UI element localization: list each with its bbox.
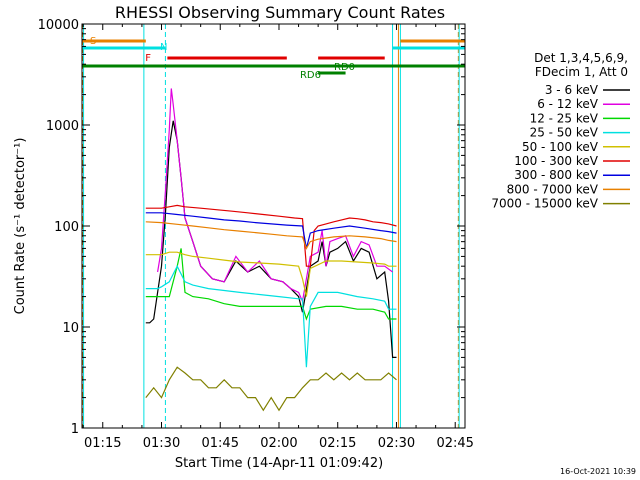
legend-label-6: 300 - 800 keV xyxy=(514,168,598,182)
series-line-8 xyxy=(145,366,397,412)
flag-label-rd6: RD6 xyxy=(300,70,321,81)
series-line-2 xyxy=(145,248,397,321)
series-line-5 xyxy=(145,204,397,267)
y-tick-label-0: 1 xyxy=(71,422,79,437)
legend-label-2: 12 - 25 keV xyxy=(530,111,599,125)
plot-frame xyxy=(81,23,466,429)
legend-label-7: 800 - 7000 keV xyxy=(507,182,599,196)
flag-label-f: F xyxy=(145,53,151,64)
y-axis-label: Count Rate (s⁻¹ detector⁻¹) xyxy=(13,138,28,315)
series-line-6 xyxy=(145,212,397,249)
x-tick-label-1: 01:30 xyxy=(143,436,180,451)
x-tick-label-4: 02:15 xyxy=(319,436,356,451)
series-line-4 xyxy=(145,251,397,297)
y-tick-label-2: 100 xyxy=(54,220,79,235)
x-tick-label-6: 02:45 xyxy=(436,436,473,451)
x-tick-label-5: 02:30 xyxy=(378,436,415,451)
y-tick-label-3: 1000 xyxy=(46,119,79,134)
flag-label-n: N xyxy=(160,42,167,53)
flag-label-s: S xyxy=(90,36,96,47)
legend-label-8: 7000 - 15000 keV xyxy=(491,197,598,211)
chart-title: RHESSI Observing Summary Count Rates xyxy=(115,3,445,22)
plot-area: SNFRD0RD6 xyxy=(82,24,465,428)
series-line-3 xyxy=(145,264,397,368)
legend-header-1: FDecim 1, Att 0 xyxy=(535,65,628,79)
x-tick-label-0: 01:15 xyxy=(84,436,121,451)
legend-label-5: 100 - 300 keV xyxy=(514,154,598,168)
series-line-7 xyxy=(145,221,397,250)
legend: Det 1,3,4,5,6,9,FDecim 1, Att 0 3 - 6 keV… xyxy=(491,51,630,211)
series-line-1 xyxy=(157,88,393,304)
x-tick-label-2: 01:45 xyxy=(202,436,239,451)
x-axis: 01:15 01:30 01:45 02:00 02:15 02:30 02:45 xyxy=(82,24,474,451)
y-tick-label-1: 10 xyxy=(62,321,79,336)
y-tick-label-4: 10000 xyxy=(38,18,79,33)
legend-label-3: 25 - 50 keV xyxy=(530,126,599,140)
series-line-0 xyxy=(145,120,397,358)
timestamp: 16-Oct-2021 10:39 xyxy=(560,467,636,476)
y-axis: 1 10 100 1000 10000 xyxy=(38,18,465,437)
legend-label-4: 50 - 100 keV xyxy=(522,140,599,154)
legend-label-0: 3 - 6 keV xyxy=(545,83,599,97)
x-tick-label-3: 02:00 xyxy=(260,436,297,451)
legend-label-1: 6 - 12 keV xyxy=(537,97,599,111)
x-axis-label: Start Time (14-Apr-11 01:09:42) xyxy=(175,456,383,471)
legend-header-0: Det 1,3,4,5,6,9, xyxy=(534,51,628,65)
